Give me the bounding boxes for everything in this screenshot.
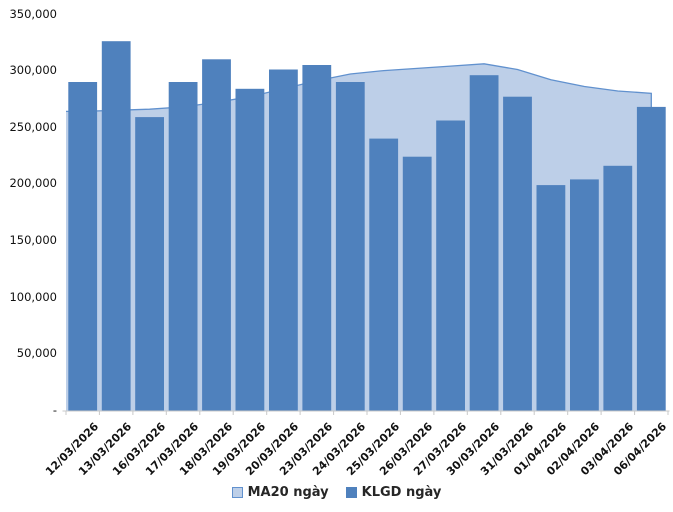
y-tick-label: 100,000 xyxy=(9,289,57,304)
legend-item-ma20: MA20 ngày xyxy=(231,485,329,500)
y-tick-label: 150,000 xyxy=(9,233,57,248)
y-tick-label: 50,000 xyxy=(16,346,57,361)
bar xyxy=(436,120,465,411)
bar xyxy=(335,82,365,411)
bar xyxy=(503,96,532,411)
bar xyxy=(235,88,265,411)
bar xyxy=(135,117,164,411)
bar xyxy=(570,179,599,411)
klgd-bar-swatch-icon xyxy=(345,487,357,498)
legend-item-klgd: KLGD ngày xyxy=(345,485,442,500)
y-tick-label: 300,000 xyxy=(9,63,57,78)
bar xyxy=(269,69,298,411)
legend: MA20 ngày KLGD ngày xyxy=(0,485,673,500)
y-tick-label: - xyxy=(52,403,57,417)
bar xyxy=(469,75,499,411)
bar xyxy=(636,106,666,411)
legend-label-ma20: MA20 ngày xyxy=(247,485,329,500)
bar xyxy=(603,165,633,411)
ma20-area-swatch-icon xyxy=(231,487,243,498)
y-tick-label: 250,000 xyxy=(9,119,57,134)
bar xyxy=(101,41,131,411)
bar xyxy=(369,138,399,411)
bar xyxy=(302,65,332,411)
legend-label-klgd: KLGD ngày xyxy=(361,485,442,500)
y-tick-label: 350,000 xyxy=(9,6,57,21)
bar xyxy=(68,82,98,411)
bar xyxy=(402,156,432,411)
y-tick-label: 200,000 xyxy=(9,176,57,191)
bar xyxy=(202,59,231,411)
bar xyxy=(168,82,198,411)
ma20-line xyxy=(66,63,652,411)
bar xyxy=(536,185,566,411)
